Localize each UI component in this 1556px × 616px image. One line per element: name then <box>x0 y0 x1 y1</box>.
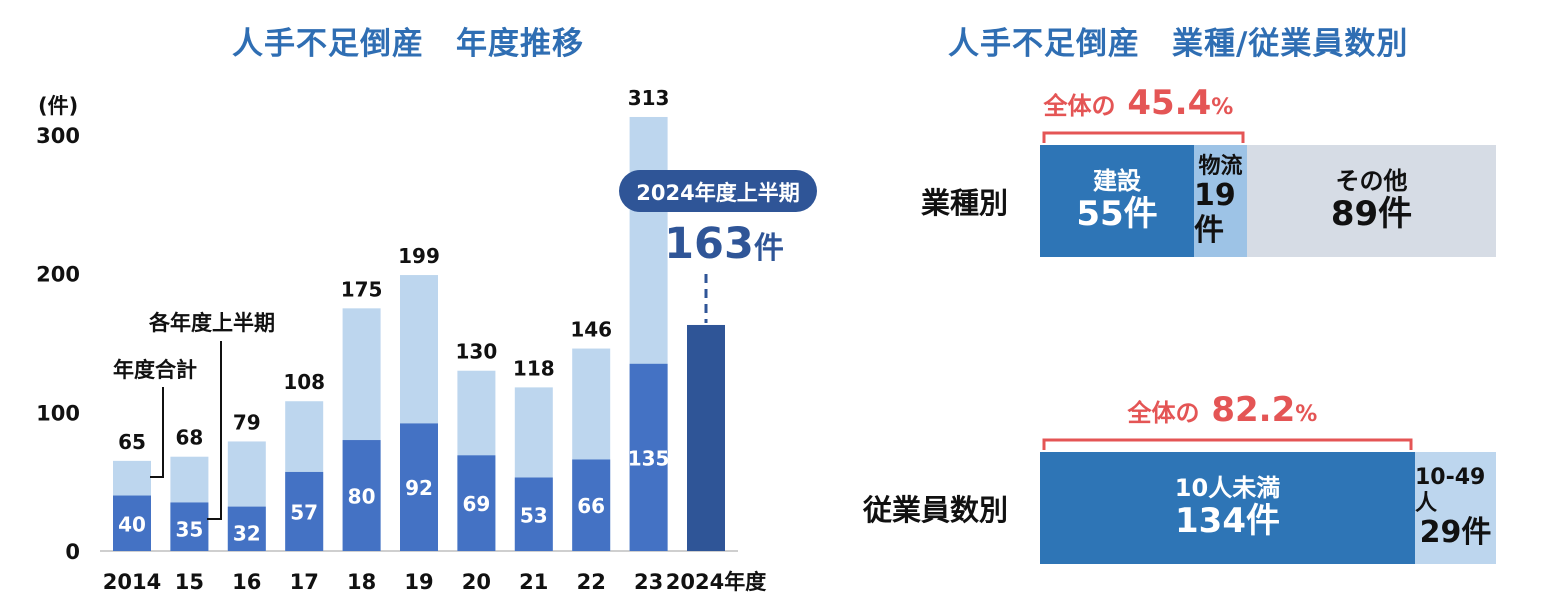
data-label-total: 68 <box>175 426 203 450</box>
x-tick-label: 15 <box>175 570 204 594</box>
data-label-half: 57 <box>290 500 318 524</box>
segment-3: その他 89件 <box>1247 145 1496 257</box>
segment-name: 10人未満 <box>1174 473 1281 502</box>
x-tick-label: 18 <box>347 570 376 594</box>
data-label-total: 130 <box>456 340 498 364</box>
data-label-total: 199 <box>398 244 440 268</box>
legend-total-leader <box>150 387 164 478</box>
x-tick-label: 20 <box>462 570 491 594</box>
data-label-half: 66 <box>577 494 605 518</box>
data-label-half: 53 <box>520 503 548 527</box>
data-label-total: 146 <box>570 318 612 342</box>
bar-half <box>285 471 324 551</box>
x-tick-label: 2014 <box>103 570 161 594</box>
bar-half <box>170 502 209 551</box>
x-tick-label: 2024年度 <box>666 570 766 594</box>
data-label-half: 92 <box>405 476 433 500</box>
x-tick-label: 23 <box>634 570 663 594</box>
x-tick-label: 17 <box>290 570 319 594</box>
segment-value: 55件 <box>1076 194 1158 235</box>
callout-bracket-line <box>1042 438 1413 450</box>
annotation-badge <box>619 170 817 212</box>
x-tick-label: 16 <box>232 570 261 594</box>
bar-half <box>629 363 668 551</box>
data-label-total: 175 <box>341 277 383 301</box>
segment-value: 29件 <box>1419 515 1492 551</box>
data-label-half: 35 <box>175 517 203 541</box>
y-tick-label: 0 <box>65 540 80 564</box>
y-tick-label: 100 <box>36 401 80 425</box>
data-label-total: 118 <box>513 356 555 380</box>
x-tick-label: 21 <box>519 570 548 594</box>
data-label-half: 69 <box>462 492 490 516</box>
y-tick-label: 300 <box>36 124 80 148</box>
right-chart-title: 人手不足倒産 業種/従業員数別 <box>948 26 1409 62</box>
bar-half <box>457 455 496 551</box>
segment-1: 10人未満 134件 <box>1040 452 1415 564</box>
segment-value: 89件 <box>1330 194 1413 235</box>
x-tick-label: 19 <box>404 570 433 594</box>
yearly-bar-chart: (件) 0 100 200 300 65 40 2014 68 35 15 79 32 16 108 57 17… <box>36 86 817 594</box>
segment-name: 物流 <box>1198 153 1243 179</box>
segment-1: 建設 55件 <box>1040 145 1194 257</box>
data-label-total: 65 <box>118 430 146 454</box>
data-label-half: 40 <box>118 512 146 536</box>
left-chart-title: 人手不足倒産 年度推移 <box>232 26 584 62</box>
callout-prefix: 全体の <box>1043 92 1116 120</box>
y-tick-label: 200 <box>36 263 80 287</box>
data-label-total: 79 <box>233 410 261 434</box>
data-label-half: 32 <box>233 522 261 546</box>
annotation-label: 2024年度上半期 <box>636 181 799 205</box>
y-axis-label: (件) <box>38 94 78 118</box>
bar-half <box>514 477 553 551</box>
callout-suffix: % <box>1211 95 1234 120</box>
data-label-half: 135 <box>628 446 670 470</box>
data-label-half: 80 <box>348 485 376 509</box>
segment-name: 10-49人 <box>1415 465 1486 516</box>
callout-suffix: % <box>1295 402 1318 427</box>
bar-half <box>227 506 266 551</box>
segment-name: その他 <box>1335 166 1408 195</box>
legend-total: 年度合計 <box>113 358 197 382</box>
bar-half <box>342 440 381 551</box>
data-label-total: 313 <box>628 86 670 110</box>
segment-value: 134件 <box>1175 501 1280 542</box>
bar-half <box>400 423 438 551</box>
callout-value: 45.4 <box>1115 83 1212 123</box>
legend-half: 各年度上半期 <box>148 311 275 335</box>
segment-2: 10-49人 29件 <box>1415 452 1496 564</box>
callout-text: 全体の 45.4% <box>1044 83 1234 123</box>
segment-name: 建設 <box>1093 166 1141 195</box>
bar-half <box>572 459 611 551</box>
bar-half <box>113 495 151 551</box>
callout-bracket-line <box>1042 131 1245 143</box>
x-tick-label: 22 <box>577 570 606 594</box>
annotation-value: 163件 <box>664 219 784 269</box>
segment-2: 物流 19件 <box>1194 145 1247 257</box>
row-label: 従業員数別 <box>862 493 1008 527</box>
callout-value: 82.2 <box>1199 390 1296 430</box>
callout-prefix: 全体の <box>1127 399 1200 427</box>
bar-half <box>687 324 725 551</box>
segment-value: 19件 <box>1194 178 1236 248</box>
legend-half-leader <box>207 341 222 520</box>
row-label: 業種別 <box>920 186 1008 220</box>
data-label-total: 108 <box>283 370 325 394</box>
callout-text: 全体の 82.2% <box>1128 390 1318 430</box>
